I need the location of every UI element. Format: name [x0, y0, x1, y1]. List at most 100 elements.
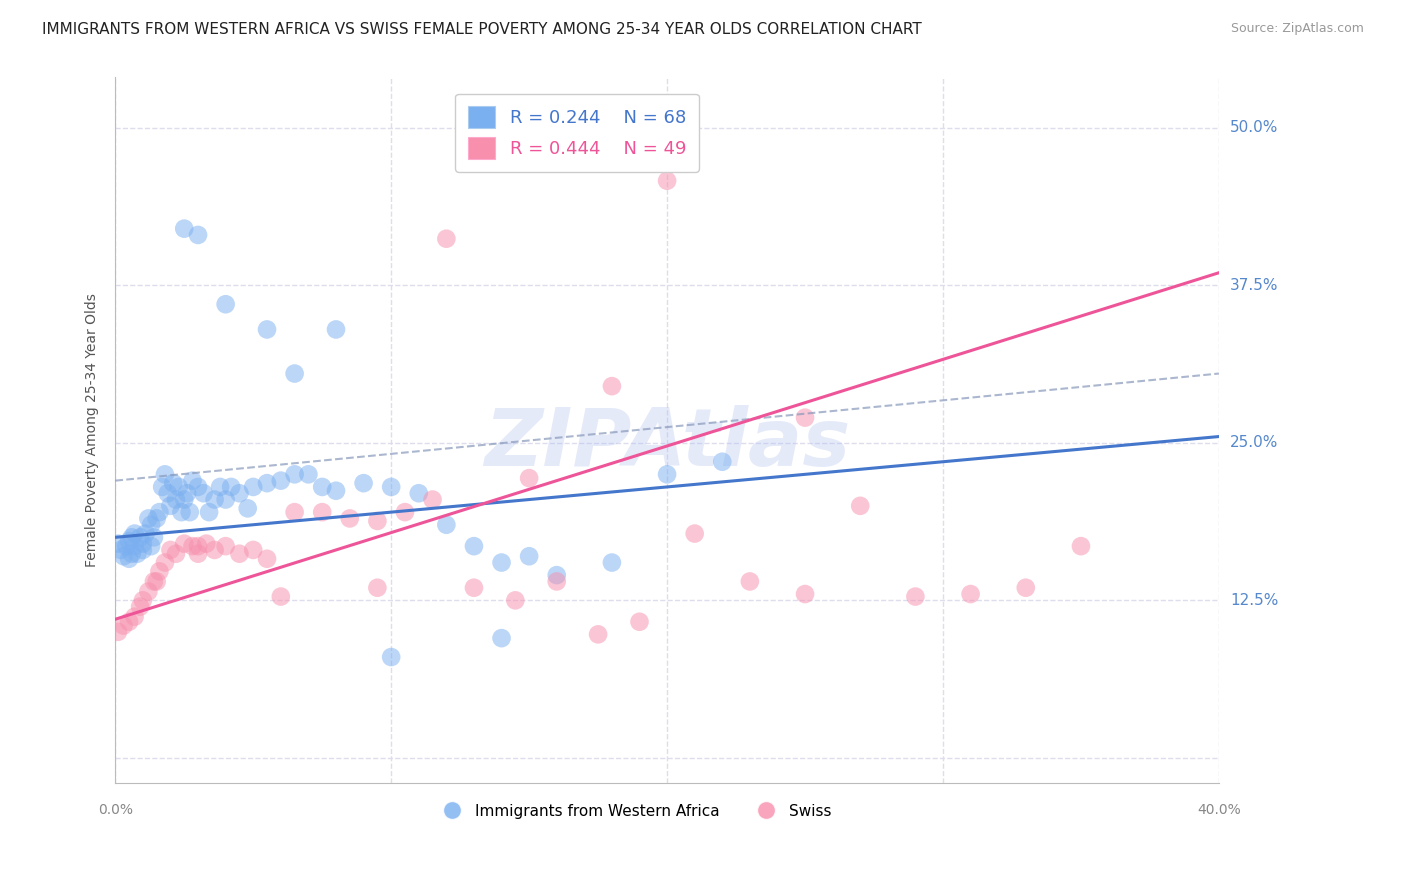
Point — [159, 543, 181, 558]
Point — [270, 474, 292, 488]
Point — [124, 526, 146, 541]
Point — [135, 526, 157, 541]
Point — [153, 467, 176, 482]
Point — [284, 367, 307, 381]
Point — [297, 467, 319, 482]
Point — [187, 539, 209, 553]
Point — [517, 549, 540, 564]
Point — [904, 590, 927, 604]
Point — [173, 536, 195, 550]
Point — [655, 174, 678, 188]
Point — [132, 536, 155, 550]
Text: 50.0%: 50.0% — [1230, 120, 1278, 136]
Point — [655, 467, 678, 482]
Point — [118, 615, 141, 629]
Point — [170, 505, 193, 519]
Point — [187, 480, 209, 494]
Point — [628, 615, 651, 629]
Point — [195, 536, 218, 550]
Point — [256, 551, 278, 566]
Point — [683, 526, 706, 541]
Point — [204, 543, 226, 558]
Point — [380, 650, 402, 665]
Point — [145, 511, 167, 525]
Point — [600, 379, 623, 393]
Point — [121, 530, 143, 544]
Point — [107, 624, 129, 639]
Point — [118, 534, 141, 549]
Point — [145, 574, 167, 589]
Point — [121, 547, 143, 561]
Point — [284, 467, 307, 482]
Point — [546, 574, 568, 589]
Point — [380, 480, 402, 494]
Point — [353, 476, 375, 491]
Point — [711, 455, 734, 469]
Point — [132, 593, 155, 607]
Point — [463, 539, 485, 553]
Point — [794, 410, 817, 425]
Point — [179, 505, 201, 519]
Point — [491, 556, 513, 570]
Text: 40.0%: 40.0% — [1197, 803, 1240, 816]
Point — [325, 322, 347, 336]
Point — [270, 590, 292, 604]
Point — [366, 581, 388, 595]
Point — [139, 539, 162, 553]
Point — [110, 543, 132, 558]
Point — [228, 486, 250, 500]
Point — [165, 547, 187, 561]
Point — [132, 543, 155, 558]
Point — [517, 471, 540, 485]
Point — [434, 232, 457, 246]
Point — [153, 556, 176, 570]
Point — [162, 476, 184, 491]
Point — [738, 574, 761, 589]
Point — [187, 547, 209, 561]
Point — [165, 492, 187, 507]
Point — [256, 322, 278, 336]
Point — [1015, 581, 1038, 595]
Point — [219, 480, 242, 494]
Point — [112, 549, 135, 564]
Point — [214, 297, 236, 311]
Point — [129, 530, 152, 544]
Point — [311, 505, 333, 519]
Point — [124, 609, 146, 624]
Point — [107, 536, 129, 550]
Text: 12.5%: 12.5% — [1230, 593, 1278, 607]
Point — [959, 587, 981, 601]
Point — [181, 539, 204, 553]
Point — [124, 539, 146, 553]
Point — [159, 499, 181, 513]
Point — [138, 511, 160, 525]
Point — [142, 530, 165, 544]
Point — [600, 556, 623, 570]
Point — [366, 514, 388, 528]
Point — [209, 480, 232, 494]
Text: 37.5%: 37.5% — [1230, 277, 1278, 293]
Point — [112, 618, 135, 632]
Point — [204, 492, 226, 507]
Point — [173, 221, 195, 235]
Text: ZIPAtlas: ZIPAtlas — [484, 405, 851, 483]
Point — [325, 483, 347, 498]
Point — [794, 587, 817, 601]
Point — [187, 227, 209, 242]
Point — [422, 492, 444, 507]
Point — [311, 480, 333, 494]
Point — [491, 631, 513, 645]
Point — [228, 547, 250, 561]
Point — [586, 627, 609, 641]
Point — [198, 505, 221, 519]
Point — [242, 543, 264, 558]
Point — [173, 492, 195, 507]
Text: IMMIGRANTS FROM WESTERN AFRICA VS SWISS FEMALE POVERTY AMONG 25-34 YEAR OLDS COR: IMMIGRANTS FROM WESTERN AFRICA VS SWISS … — [42, 22, 922, 37]
Point — [118, 551, 141, 566]
Point — [463, 581, 485, 595]
Text: Source: ZipAtlas.com: Source: ZipAtlas.com — [1230, 22, 1364, 36]
Point — [148, 505, 170, 519]
Point — [408, 486, 430, 500]
Point — [242, 480, 264, 494]
Point — [150, 480, 173, 494]
